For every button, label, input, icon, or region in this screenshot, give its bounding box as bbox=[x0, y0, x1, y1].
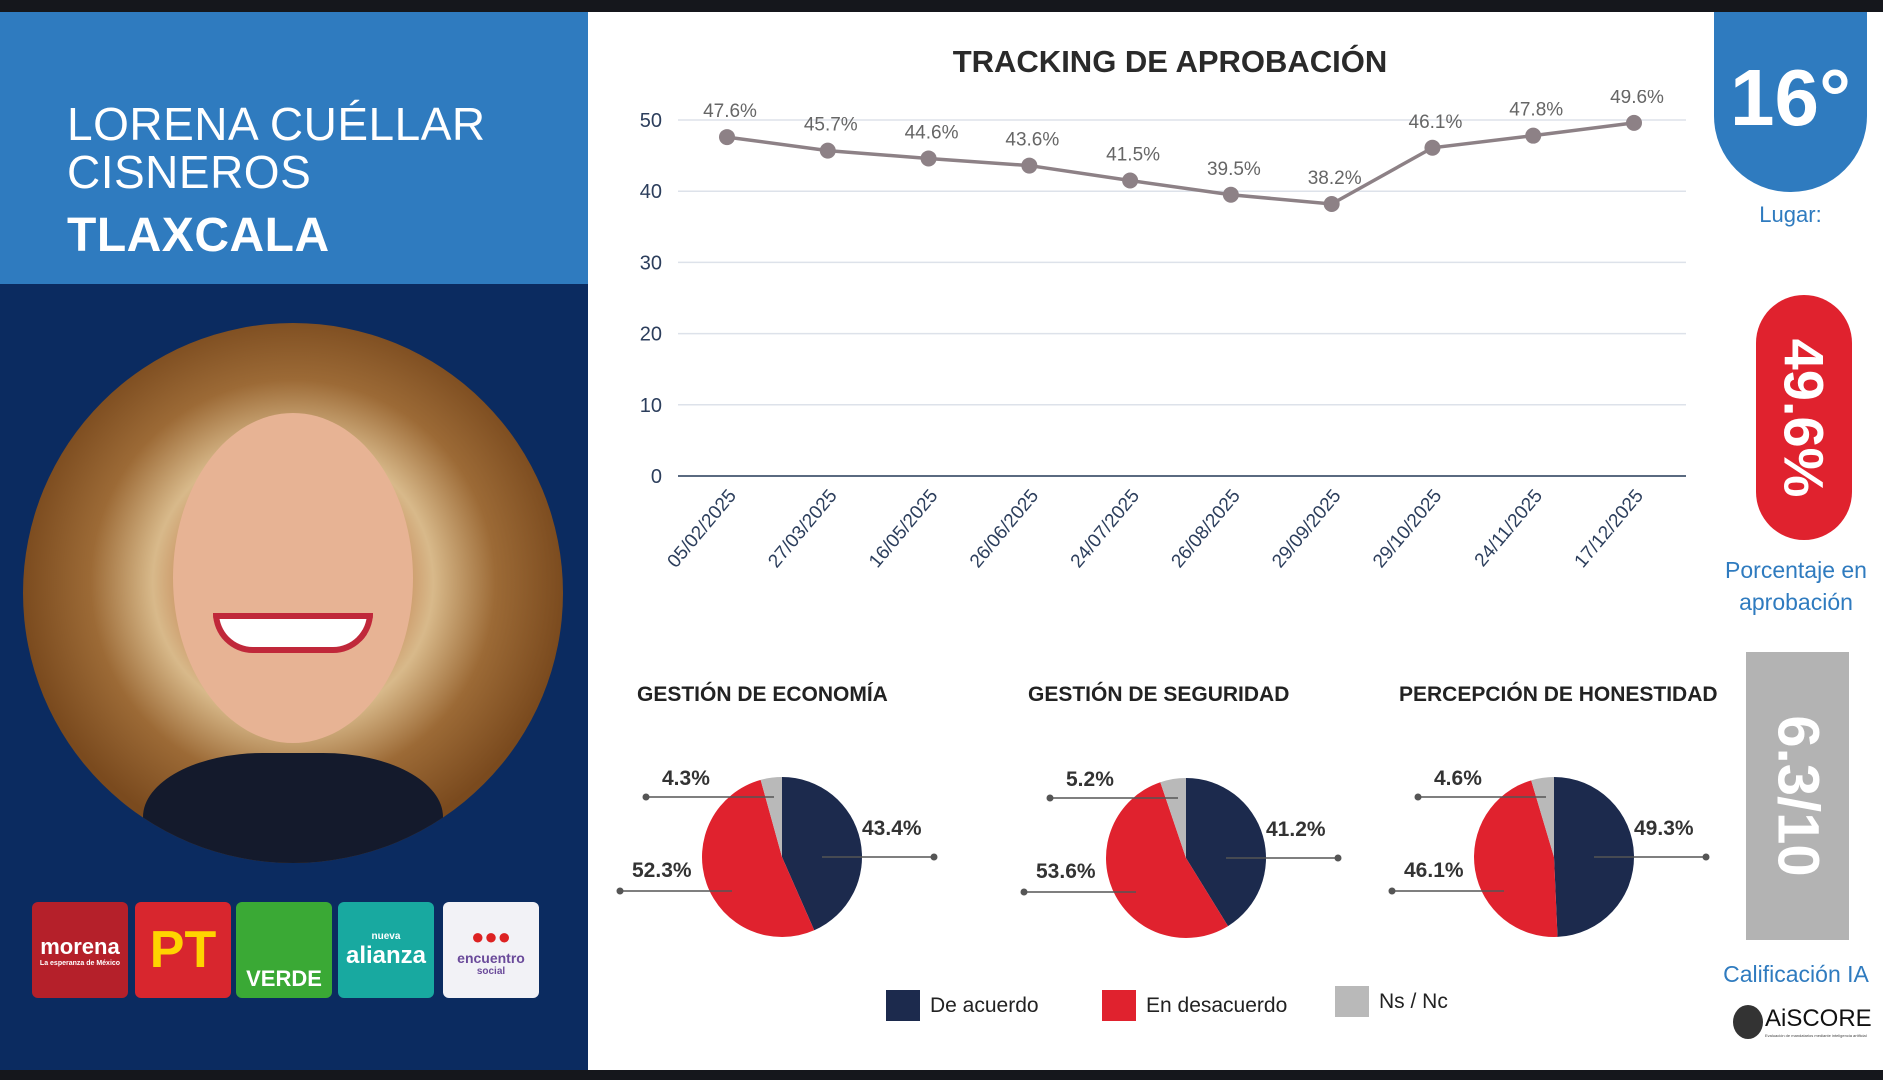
data-label: 44.6% bbox=[905, 122, 959, 143]
y-tick-label: 20 bbox=[640, 324, 662, 346]
pie-slice bbox=[1554, 777, 1634, 937]
legend-item-de-acuerdo: De acuerdo bbox=[886, 990, 1039, 1021]
portrait-photo bbox=[23, 323, 563, 863]
y-tick-label: 30 bbox=[640, 252, 662, 274]
leader-dot bbox=[642, 793, 650, 801]
approval-label-2: aprobación bbox=[1739, 589, 1853, 615]
pie-0: 43.4% 52.3% 4.3% bbox=[616, 767, 938, 937]
data-label: 45.7% bbox=[804, 115, 858, 136]
y-tick-label: 40 bbox=[640, 181, 662, 203]
aiscore-logo: AiSCORE Evaluación de mandatarios median… bbox=[1733, 1003, 1873, 1043]
data-label: 39.5% bbox=[1207, 159, 1261, 180]
pie-slice bbox=[1474, 780, 1558, 937]
pie-2: 49.3% 46.1% 4.6% bbox=[1388, 767, 1710, 937]
party-logo-nueva-alianza: nueva alianza bbox=[338, 902, 434, 998]
pie-title-honestidad: PERCEPCIÓN DE HONESTIDAD bbox=[1399, 683, 1718, 706]
data-label: 41.5% bbox=[1106, 145, 1160, 166]
y-tick-label: 10 bbox=[640, 395, 662, 417]
data-point bbox=[1021, 157, 1038, 174]
pie-slice bbox=[702, 779, 815, 937]
pie-label: 41.2% bbox=[1266, 818, 1326, 841]
party-logo-morena: morena La esperanza de México bbox=[32, 902, 128, 998]
pie-label: 52.3% bbox=[632, 859, 692, 882]
data-point bbox=[1323, 196, 1340, 213]
top-bar bbox=[0, 0, 1883, 12]
pie-label: 43.4% bbox=[862, 817, 922, 840]
data-label: 46.1% bbox=[1409, 112, 1463, 133]
pie-label: 4.6% bbox=[1434, 767, 1482, 790]
data-point bbox=[819, 142, 836, 159]
leader-dot bbox=[1334, 854, 1342, 862]
pie-title-economia: GESTIÓN DE ECONOMÍA bbox=[637, 683, 888, 706]
leader-dot bbox=[1046, 794, 1054, 802]
approval-line bbox=[726, 121, 1635, 206]
y-tick-label: 0 bbox=[651, 466, 662, 488]
data-label: 43.6% bbox=[1005, 130, 1059, 151]
party-logo-verde: VERDE bbox=[236, 902, 332, 998]
data-point bbox=[1525, 127, 1542, 144]
data-label: 49.6% bbox=[1610, 90, 1664, 108]
data-point bbox=[1222, 186, 1239, 203]
bottom-bar bbox=[0, 1070, 1883, 1080]
data-label: 47.6% bbox=[703, 101, 757, 122]
party-logo-encuentro-social: ●●● encuentro social bbox=[443, 902, 539, 998]
data-point bbox=[920, 150, 937, 167]
pie-slice bbox=[1186, 778, 1266, 927]
leader-dot bbox=[1702, 853, 1710, 861]
name-line-2: CISNEROS bbox=[67, 146, 312, 198]
party-logo-pt: PT bbox=[135, 902, 231, 998]
ai-score-label: Calificación IA bbox=[1723, 961, 1869, 987]
data-point bbox=[719, 129, 735, 146]
data-point bbox=[1122, 172, 1139, 189]
data-label: 38.2% bbox=[1308, 168, 1362, 189]
ranking-badge: 16° bbox=[1714, 12, 1867, 192]
leader-dot bbox=[1388, 887, 1396, 895]
pie-label: 49.3% bbox=[1634, 817, 1694, 840]
chart-title: TRACKING DE APROBACIÓN bbox=[952, 44, 1388, 79]
pie-title-seguridad: GESTIÓN DE SEGURIDAD bbox=[1028, 683, 1290, 706]
pie-label: 53.6% bbox=[1036, 860, 1096, 883]
data-label: 47.8% bbox=[1509, 100, 1563, 121]
legend-item-en-desacuerdo: En desacuerdo bbox=[1102, 990, 1287, 1021]
approval-badge: 49.6% bbox=[1756, 295, 1852, 540]
pie-slice bbox=[782, 777, 862, 931]
leader-dot bbox=[930, 853, 938, 861]
y-tick-label: 50 bbox=[640, 110, 662, 132]
leader-dot bbox=[1020, 888, 1028, 896]
data-point bbox=[1424, 139, 1441, 156]
data-point bbox=[1626, 114, 1642, 131]
leader-dot bbox=[616, 887, 624, 895]
state-name: TLAXCALA bbox=[67, 209, 330, 262]
name-line-1: LORENA CUÉLLAR bbox=[67, 98, 486, 150]
pie-label: 46.1% bbox=[1404, 859, 1464, 882]
pie-1: 41.2% 53.6% 5.2% bbox=[1020, 768, 1342, 939]
approval-label-1: Porcentaje en bbox=[1725, 557, 1867, 583]
pie-label: 4.3% bbox=[662, 767, 710, 790]
pie-slice bbox=[1105, 782, 1229, 939]
legend-item-ns-nc: Ns / Nc bbox=[1335, 986, 1448, 1017]
ranking-label: Lugar: bbox=[1759, 202, 1822, 227]
leader-dot bbox=[1414, 793, 1422, 801]
ai-score-box: 6.3/10 bbox=[1746, 652, 1849, 940]
name-header bbox=[0, 12, 588, 284]
pie-label: 5.2% bbox=[1066, 768, 1114, 791]
